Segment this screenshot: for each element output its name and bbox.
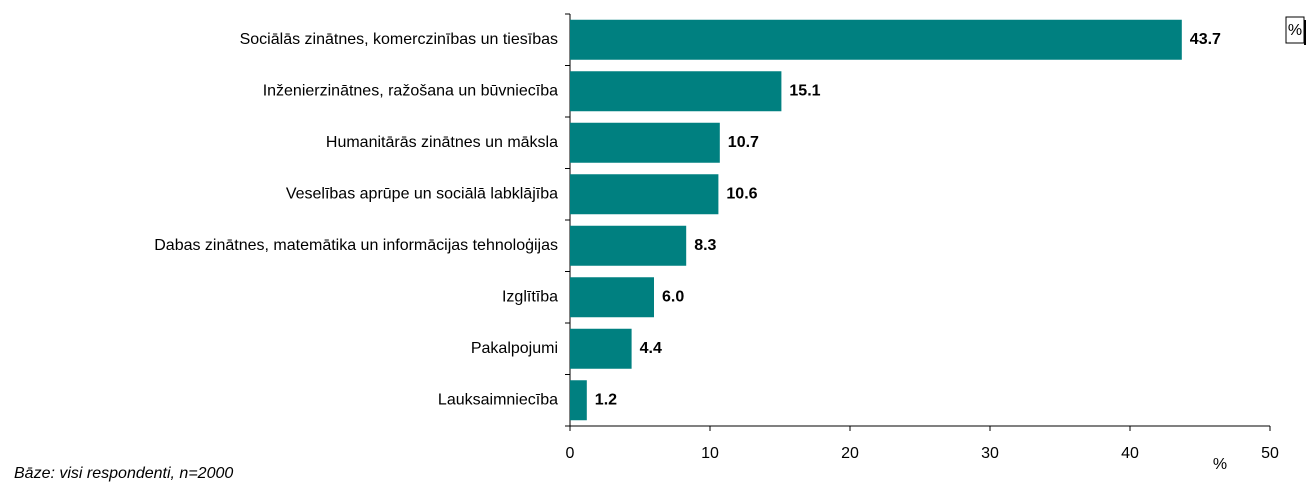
bar [570,328,632,369]
value-label: 4.4 [640,340,662,357]
y-tick-label: Dabas zinātnes, matemātika un informācij… [154,236,558,254]
value-label: 10.7 [728,134,759,151]
y-tick-label: Veselības aprūpe un sociālā labklājība [286,185,558,202]
value-label: 43.7 [1190,31,1221,48]
x-axis-label: % [1213,456,1227,473]
footnote: Bāze: visi respondenti, n=2000 [14,465,233,482]
x-tick-label: 0 [566,445,575,462]
x-tick-label: 20 [841,445,859,462]
y-tick-label: Lauksaimniecība [438,391,558,408]
bar [570,277,654,318]
bar [570,225,687,266]
value-label: 1.2 [595,391,617,408]
bar [570,174,719,215]
value-label: 10.6 [726,185,757,202]
x-tick-label: 30 [981,445,999,462]
y-tick-label: Inženierzinātnes, ražošana un būvniecība [263,82,558,99]
bar [570,380,587,421]
y-tick-label: Humanitārās zinātnes un māksla [326,134,558,151]
y-tick-label: Sociālās zinātnes, komerczinības un ties… [240,31,558,48]
x-tick-label: 40 [1121,445,1139,462]
value-label: 15.1 [789,82,820,99]
bar [570,122,720,163]
value-label: 8.3 [694,237,716,254]
x-tick-label: 50 [1261,445,1279,462]
y-tick-label: Pakalpojumi [471,340,558,357]
y-tick-label: Izglītība [502,288,558,305]
bar [570,19,1182,60]
x-tick-label: 10 [701,445,719,462]
bar [570,71,782,112]
unit-box-label: % [1288,22,1302,39]
value-label: 6.0 [662,288,684,305]
